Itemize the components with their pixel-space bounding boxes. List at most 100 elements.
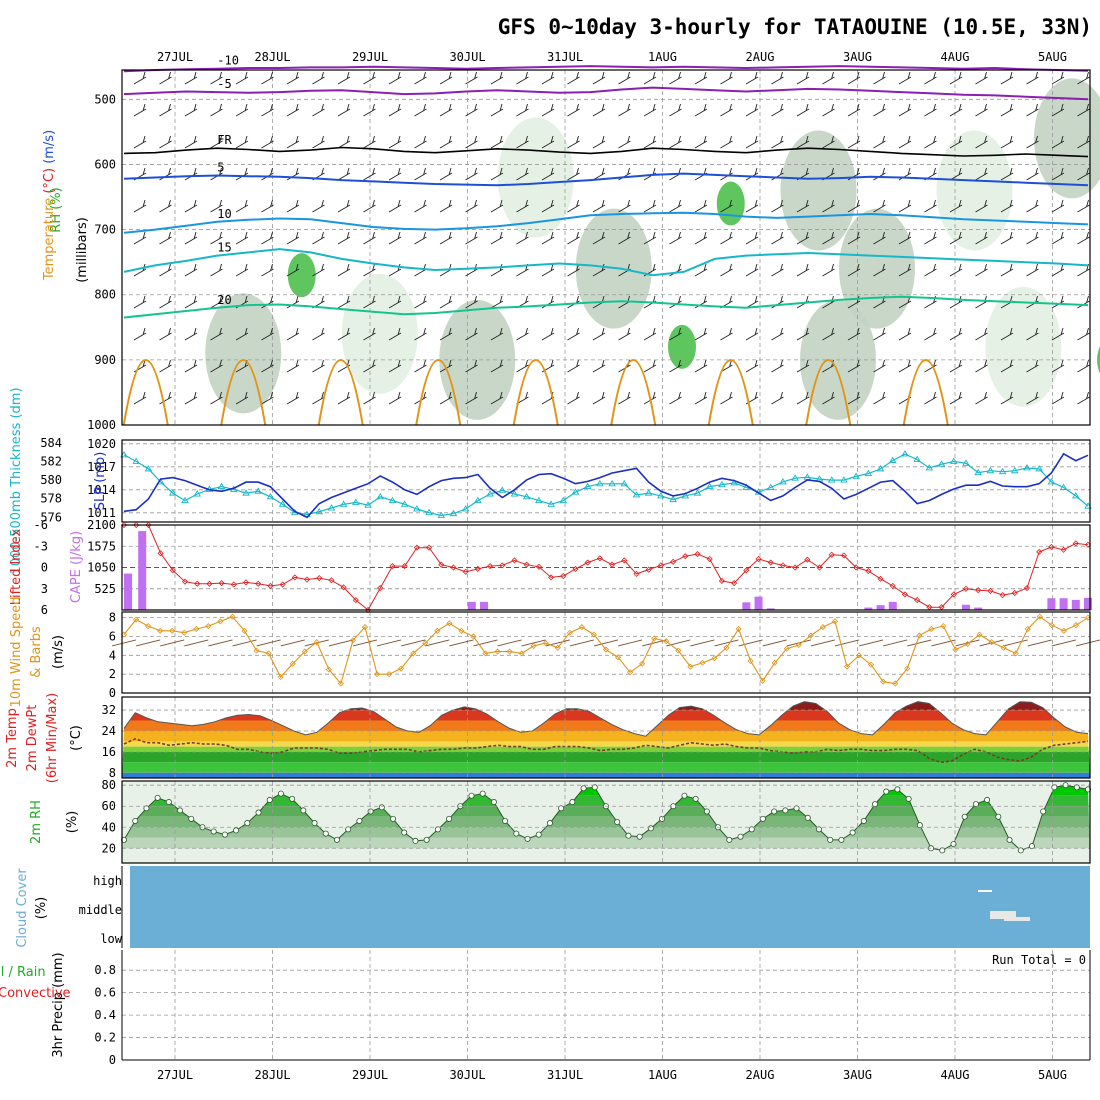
lifted-index-point (621, 557, 628, 564)
wind-barb (286, 199, 300, 213)
wind-barb-10m (617, 639, 643, 647)
wind-barb (847, 103, 861, 117)
wind-barb (1077, 199, 1090, 213)
lifted-index-point (865, 567, 872, 575)
wind-barb (873, 199, 886, 213)
wind-speed-point (855, 652, 863, 659)
thickness-point (596, 479, 604, 487)
wind-barb (414, 135, 427, 149)
wind-barb (439, 135, 453, 149)
wind-barb (439, 231, 453, 245)
wind-barb (465, 327, 478, 341)
wind-barb (873, 359, 886, 373)
wind-speed-point (904, 665, 911, 672)
wind-barb (847, 231, 861, 245)
rh-point (367, 808, 374, 815)
wind-barb (873, 391, 886, 405)
wind-barb (133, 231, 147, 245)
wind-barb (133, 295, 147, 309)
wind-barb (949, 135, 963, 149)
lifted-index-point (779, 562, 787, 569)
wind-speed-point (868, 661, 875, 668)
wind-barb (1026, 71, 1039, 85)
wind-barb (337, 135, 351, 149)
wind-barb (567, 359, 580, 373)
date-label-bottom: 31JUL (547, 1068, 583, 1082)
lifted-index-point (804, 556, 811, 563)
y-tick-label: 1020 (87, 437, 116, 451)
rh-point (210, 828, 217, 835)
cloud-level-label: middle (79, 903, 122, 917)
thickness-slp-frame (121, 439, 1091, 523)
thickness-point (1010, 466, 1019, 474)
wind-barb (567, 327, 580, 341)
panel-axis-label: 1000-500mb Thickness (dm) (9, 387, 24, 574)
lifted-index-point (816, 564, 823, 571)
wind-speed-point (434, 627, 441, 634)
y-tick-label: 1011 (87, 506, 116, 520)
wind-speed-point (554, 644, 561, 651)
rh-shade (1034, 78, 1100, 199)
rh-point (423, 836, 430, 843)
thickness-point (437, 511, 446, 518)
lifted-index-point (438, 561, 445, 568)
thickness-point (681, 492, 690, 499)
temp2m-frame (121, 696, 1091, 779)
thickness-point (901, 450, 909, 457)
wind-barb (694, 295, 708, 309)
wind-speed-point (988, 639, 995, 646)
wind-barb (720, 231, 733, 245)
wind-speed-point (976, 631, 983, 638)
wind-barb (133, 327, 147, 341)
thickness-point (413, 505, 421, 512)
wind-speed-point (373, 671, 381, 678)
rh-point (939, 847, 946, 854)
wind-barb (490, 103, 504, 117)
wind-barb (694, 327, 708, 341)
wind-barb (1077, 231, 1090, 245)
date-label-top: 29JUL (352, 50, 388, 64)
lifted-index-point (462, 568, 469, 575)
wind-barb (541, 327, 555, 341)
thickness-point (718, 480, 726, 488)
wind-barb (286, 135, 300, 149)
rh-point (860, 817, 867, 824)
warm-contour (415, 359, 462, 426)
lifted-index-point (1060, 546, 1067, 553)
wind-barb (975, 263, 988, 277)
wind-barb (796, 359, 810, 373)
wind-barb (745, 231, 759, 245)
wind-barb (796, 391, 810, 405)
wind-barb-10m (328, 639, 354, 647)
thickness-point (510, 490, 519, 497)
wind-speed-point (590, 631, 598, 638)
lifted-index-point (706, 555, 713, 563)
wind-barb (210, 327, 223, 341)
wind-barb (643, 71, 657, 85)
y-tick-label: 700 (94, 223, 116, 237)
thickness-point (840, 476, 848, 483)
y-tick-label: 576 (40, 510, 62, 524)
wind-barb (465, 135, 478, 149)
thickness-point (327, 504, 336, 511)
wind-barb (235, 135, 249, 149)
wind-barb-10m (979, 639, 1004, 647)
warm-contour (122, 359, 169, 426)
wind-speed-point (1060, 627, 1067, 634)
wind-barb (592, 327, 606, 341)
wind-barb (1051, 231, 1065, 245)
wind-barb-10m (280, 639, 305, 647)
lifted-index-point (389, 563, 396, 570)
wind-barb (490, 167, 504, 181)
wind-barb (1077, 359, 1090, 373)
lifted-index-point (682, 553, 689, 560)
lifted-index-point (523, 561, 530, 568)
wind-barb-10m (376, 639, 402, 647)
y-tick-label: 32 (102, 703, 116, 717)
lifted-index-point (279, 581, 286, 588)
wind-barb-10m (834, 639, 860, 647)
lifted-index-point (633, 570, 640, 577)
wind-speed-point (1036, 613, 1043, 620)
temp-contour (123, 295, 1089, 319)
